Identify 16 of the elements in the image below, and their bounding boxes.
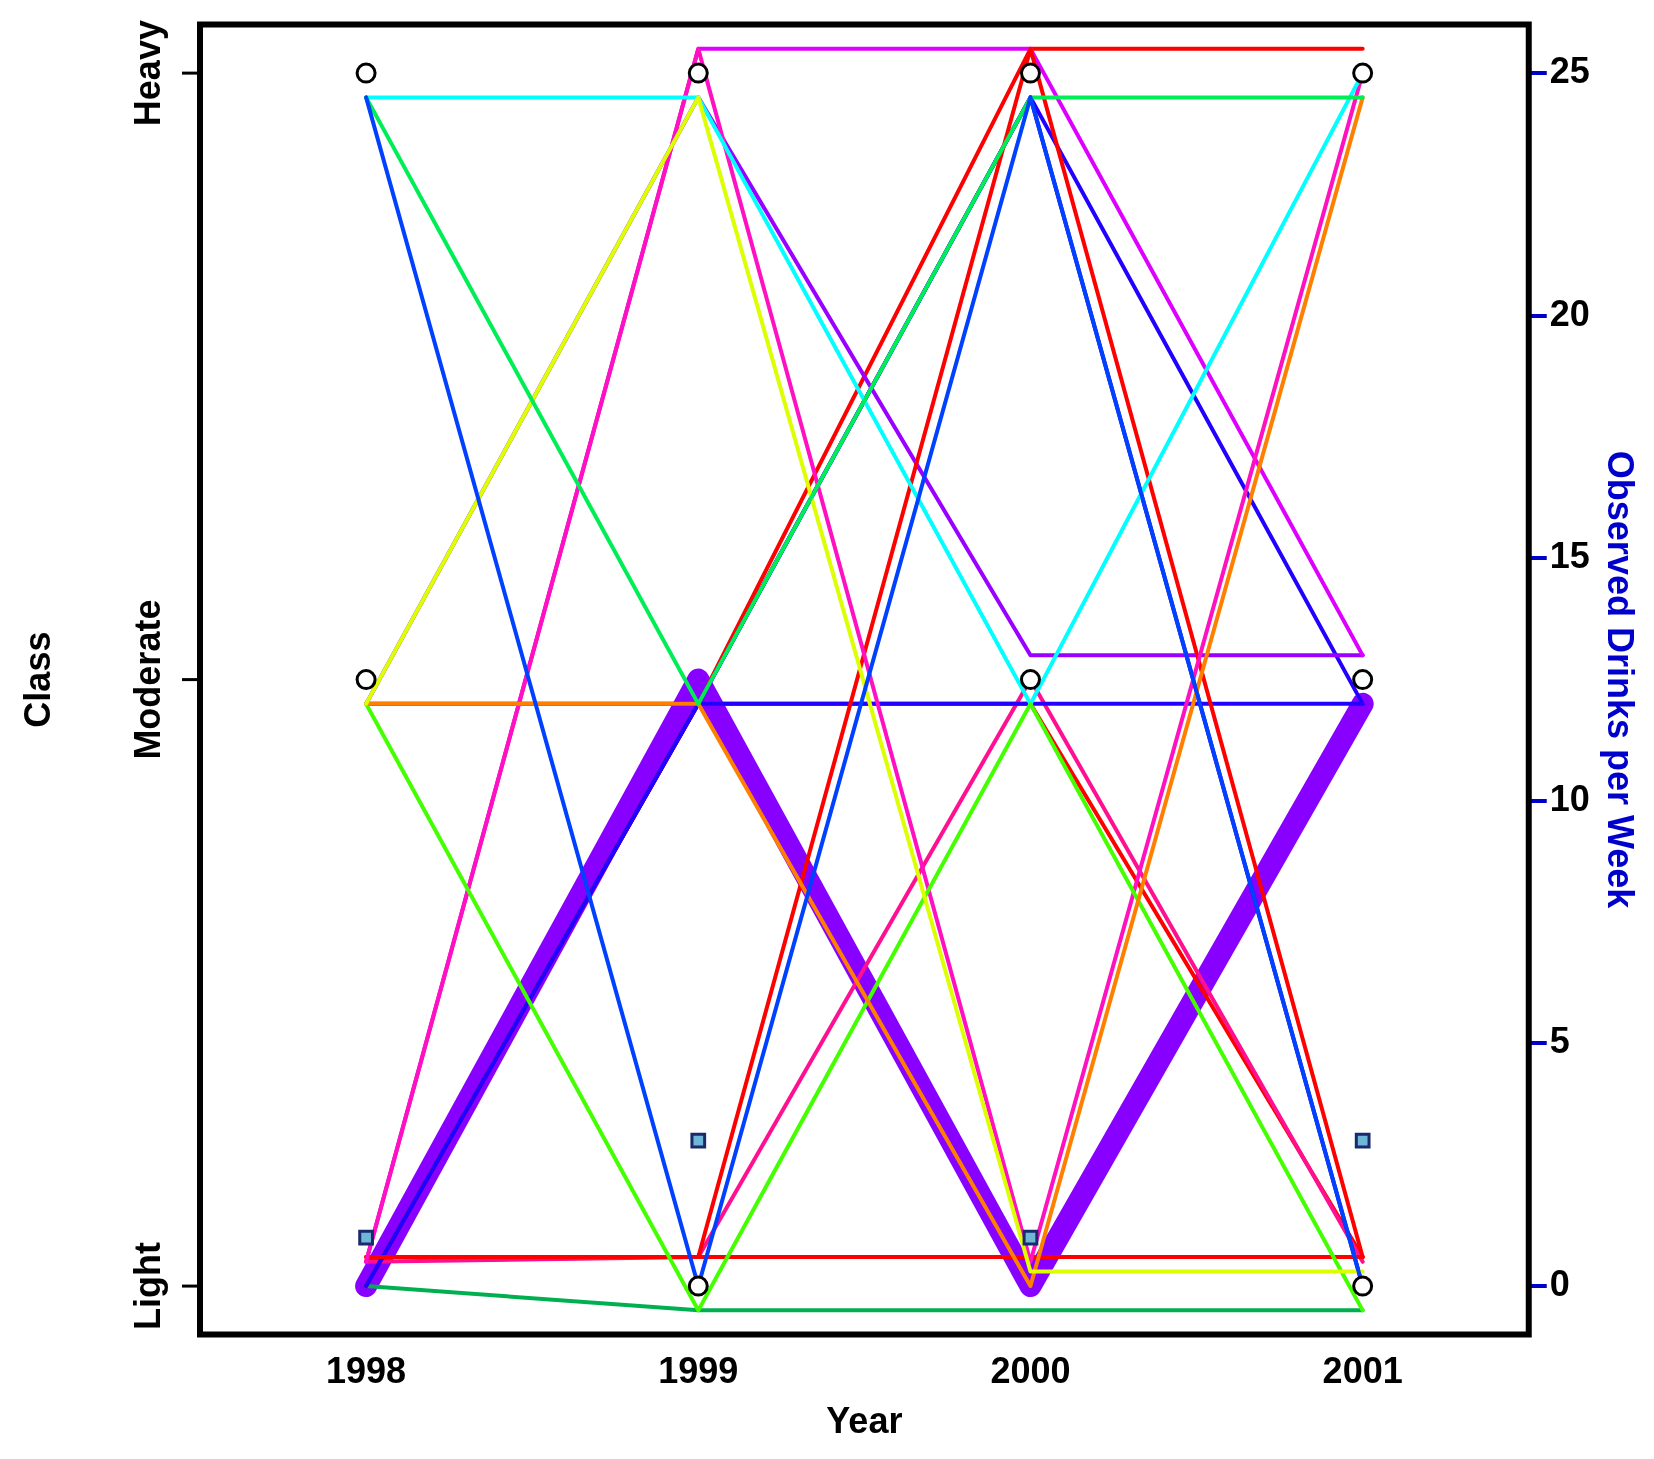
text: Light <box>126 1242 168 1331</box>
x-tick-label: 1999 <box>658 1350 739 1392</box>
y-tick-label: 15 <box>1549 535 1590 577</box>
text: Moderate <box>126 599 168 760</box>
x-axis-title: Year <box>826 1400 903 1442</box>
text: Heavy <box>126 20 168 127</box>
y-axis-title: Observed Drinks per Week <box>1600 450 1642 910</box>
y-tick-label: 25 <box>1549 50 1590 92</box>
text: Class <box>16 631 58 728</box>
x-tick-label: 1998 <box>326 1350 407 1392</box>
x-tick-label: 2000 <box>990 1350 1071 1392</box>
x-tick-label: 2001 <box>1322 1350 1403 1392</box>
y-tick-label: 5 <box>1549 1020 1570 1062</box>
y-tick-label: 0 <box>1549 1263 1570 1304</box>
y-tick-label: 20 <box>1549 292 1590 334</box>
y-tick-label: 10 <box>1549 777 1590 819</box>
